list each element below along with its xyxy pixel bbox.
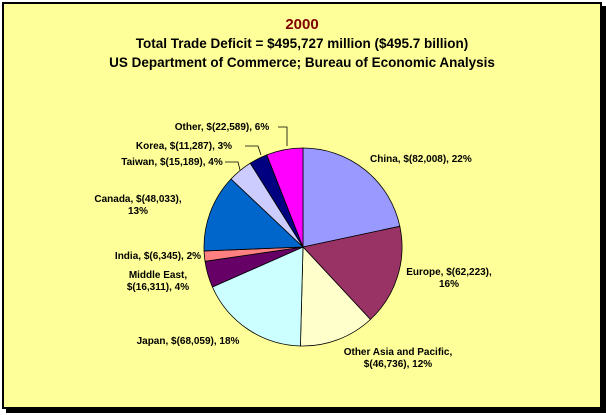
pie-slice-europe <box>302 225 403 321</box>
slice-label-taiwan: Taiwan, $(15,189), 4% <box>121 157 223 168</box>
chart-titles: 2000 Total Trade Deficit = $495,727 mill… <box>4 16 600 72</box>
leader-line-other <box>278 126 288 146</box>
slice-label-line: 13% <box>128 206 148 217</box>
slice-label-india: India, $(6,345), 2% <box>115 251 201 262</box>
slice-label-korea: Korea, $(11,287), 3% <box>136 141 232 152</box>
slice-label-line: Europe, $(62,223), <box>406 267 492 278</box>
leader-line-taiwan <box>225 161 241 171</box>
slice-label-china: China, $(82,008), 22% <box>370 154 472 165</box>
pie-slice-other-asia-and-pacific <box>299 246 371 347</box>
pie-slice-canada <box>203 178 304 252</box>
chart-subtitle-1: Total Trade Deficit = $495,727 million (… <box>135 36 469 51</box>
slice-label-europe: Europe, $(62,223), 16% <box>406 267 492 290</box>
leader-line-korea <box>245 145 262 156</box>
slice-label-line: $(46,736), 12% <box>364 359 432 370</box>
slice-label-line: Japan, $(68,059), 18% <box>137 336 240 347</box>
slice-label-line: Other Asia and Pacific, <box>344 347 453 358</box>
slice-label-line: $(16,311), 4% <box>127 282 189 293</box>
leader-lines <box>225 126 288 171</box>
slice-label-line: Middle East, <box>129 270 188 281</box>
slice-label-line: Other, $(22,589), 6% <box>175 122 270 133</box>
slice-label-other-asia-and-pacific: Other Asia and Pacific, $(46,736), 12% <box>344 347 453 370</box>
pie-slice-japan <box>211 246 304 347</box>
slice-label-other: Other, $(22,589), 6% <box>175 122 270 133</box>
slice-label-line: Taiwan, $(15,189), 4% <box>121 157 223 168</box>
slice-label-line: China, $(82,008), 22% <box>370 154 472 165</box>
pie-slice-china <box>302 147 401 248</box>
pie-slices <box>203 147 403 347</box>
slice-label-line: 16% <box>439 279 459 290</box>
slice-labels: China, $(82,008), 22%Europe, $(62,223), 1… <box>94 122 492 370</box>
pie-slice-other <box>266 147 304 248</box>
chart-title: 2000 <box>285 16 319 33</box>
slice-label-canada: Canada, $(48,033), 13% <box>94 194 181 217</box>
chart-subtitle-2: US Department of Commerce; Bureau of Eco… <box>109 55 495 70</box>
slice-label-line: India, $(6,345), 2% <box>115 251 201 262</box>
slice-label-line: Canada, $(48,033), <box>94 194 181 205</box>
slice-label-line: Korea, $(11,287), 3% <box>136 141 232 152</box>
slice-label-middle-east: Middle East, $(16,311), 4% <box>127 270 189 293</box>
slice-label-japan: Japan, $(68,059), 18% <box>137 336 240 347</box>
